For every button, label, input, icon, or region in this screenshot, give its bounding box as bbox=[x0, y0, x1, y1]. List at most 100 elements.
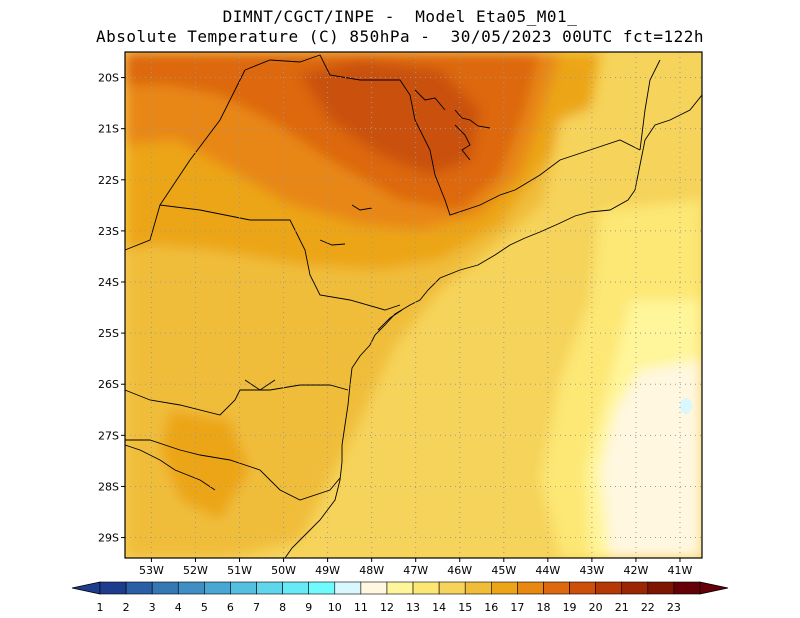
colorbar-label: 20 bbox=[589, 601, 603, 614]
lon-tick-label: 52W bbox=[183, 564, 208, 577]
colorbar-label: 4 bbox=[175, 601, 182, 614]
border-mg-sp bbox=[244, 54, 516, 216]
colorbar-swatch bbox=[464, 581, 492, 595]
lon-tick-label: 46W bbox=[447, 564, 472, 577]
lon-tick-label: 49W bbox=[315, 564, 340, 577]
colorbar-swatch bbox=[569, 581, 596, 595]
colorbar-label: 22 bbox=[641, 601, 655, 614]
temperature-field bbox=[125, 52, 702, 558]
reservoir-3 bbox=[414, 89, 446, 111]
colorbar-arrow-left bbox=[71, 581, 101, 595]
colorbar-label: 2 bbox=[123, 601, 130, 614]
colorbar-swatch bbox=[517, 581, 544, 595]
colorbar-swatch bbox=[125, 581, 153, 595]
coastline bbox=[284, 94, 702, 558]
reservoir-5 bbox=[319, 239, 346, 246]
border-sp-pr bbox=[125, 204, 401, 311]
lat-tick-label: 23S bbox=[98, 225, 119, 238]
colorbar-label: 7 bbox=[253, 601, 260, 614]
colorbar-label: 12 bbox=[380, 601, 394, 614]
lat-tick-label: 24S bbox=[98, 276, 119, 289]
field-20-core bbox=[300, 60, 480, 175]
colorbar-swatch bbox=[177, 581, 205, 595]
colorbar-label: 8 bbox=[279, 601, 286, 614]
border-pr-west bbox=[244, 379, 276, 391]
reservoir-2 bbox=[454, 124, 471, 161]
colorbar-label: 16 bbox=[484, 601, 498, 614]
colorbar-swatch bbox=[543, 581, 570, 595]
lat-tick-label: 29S bbox=[98, 532, 119, 545]
lon-tick-label: 41W bbox=[668, 564, 693, 577]
lon-tick-label: 53W bbox=[139, 564, 164, 577]
axis-ticks: 53W 52W 51W 50W 49W 48W 47W 46W 45W 44W 43W 42W 41W 2… bbox=[98, 72, 693, 577]
colorbar-label: 21 bbox=[615, 601, 629, 614]
field-11-spot bbox=[680, 398, 692, 414]
field-12-southeast bbox=[600, 360, 702, 558]
colorbar-swatch bbox=[99, 581, 127, 595]
map-title-line-2: Absolute Temperature (C) 850hPa - 30/05/… bbox=[96, 27, 704, 46]
lat-tick-label: 25S bbox=[98, 327, 119, 340]
colorbar-swatch bbox=[595, 581, 623, 595]
lon-tick-label: 42W bbox=[623, 564, 648, 577]
colorbar-swatch bbox=[308, 581, 336, 595]
lon-tick-label: 47W bbox=[403, 564, 428, 577]
colorbar-label: 11 bbox=[354, 601, 368, 614]
colorbar-label: 6 bbox=[227, 601, 234, 614]
lat-tick-label: 21S bbox=[98, 123, 119, 136]
paranagua-bay bbox=[377, 309, 403, 331]
colorbar-label: 3 bbox=[149, 601, 156, 614]
lon-tick-label: 45W bbox=[491, 564, 516, 577]
political-boundaries bbox=[125, 54, 702, 558]
lat-tick-label: 26S bbox=[98, 378, 119, 391]
colorbar-label: 13 bbox=[406, 601, 420, 614]
border-ms-sp bbox=[159, 69, 246, 206]
colorbar-label: 5 bbox=[201, 601, 208, 614]
colorbar-swatch bbox=[282, 581, 309, 595]
border-sc-rs bbox=[125, 439, 341, 501]
colorbar-arrow-right bbox=[699, 581, 729, 595]
colorbar-swatch bbox=[360, 581, 388, 595]
colorbar-swatch bbox=[204, 581, 231, 595]
lat-tick-label: 28S bbox=[98, 480, 119, 493]
colorbar-label: 17 bbox=[510, 601, 524, 614]
lat-tick-label: 27S bbox=[98, 429, 119, 442]
colorbar-swatch bbox=[438, 581, 466, 595]
colorbar-label: 10 bbox=[328, 601, 342, 614]
colorbar-swatch bbox=[491, 581, 518, 595]
lon-tick-label: 43W bbox=[579, 564, 604, 577]
reservoir-4 bbox=[351, 204, 373, 211]
reservoir-1 bbox=[454, 109, 491, 129]
colorbar-swatch bbox=[230, 581, 257, 595]
colorbar-swatch bbox=[334, 581, 362, 595]
colorbar-swatch bbox=[673, 581, 701, 595]
colorbar-label: 18 bbox=[536, 601, 550, 614]
lon-tick-label: 50W bbox=[271, 564, 296, 577]
colorbar-swatch bbox=[151, 581, 179, 595]
border-pr-sc bbox=[125, 384, 349, 416]
border-rs-south bbox=[125, 444, 216, 491]
colorbar: 1 2 3 4 5 6 7 8 9 10 11 12 13 14 15 16 17 18 19 20 21 22 23 bbox=[71, 581, 729, 614]
colorbar-label: 1 bbox=[97, 601, 104, 614]
lon-tick-label: 51W bbox=[227, 564, 252, 577]
lat-tick-label: 22S bbox=[98, 174, 119, 187]
map-title-line-1: DIMNT/CGCT/INPE - Model Eta05_M01_ bbox=[222, 7, 578, 26]
border-mg-rj bbox=[514, 139, 641, 191]
colorbar-swatch bbox=[256, 581, 283, 595]
colorbar-label: 23 bbox=[667, 601, 681, 614]
colorbar-label: 9 bbox=[305, 601, 312, 614]
map-frame bbox=[124, 51, 703, 559]
colorbar-swatch bbox=[412, 581, 440, 595]
graticule bbox=[125, 52, 702, 558]
lat-tick-label: 20S bbox=[98, 72, 119, 85]
lon-tick-label: 48W bbox=[359, 564, 384, 577]
lon-tick-label: 44W bbox=[535, 564, 560, 577]
colorbar-swatch bbox=[386, 581, 414, 595]
field-17-south bbox=[160, 410, 250, 520]
colorbar-label: 19 bbox=[563, 601, 577, 614]
border-es-mg bbox=[639, 59, 661, 151]
colorbar-swatch bbox=[647, 581, 675, 595]
colorbar-label: 15 bbox=[458, 601, 472, 614]
colorbar-label: 14 bbox=[432, 601, 446, 614]
colorbar-swatch bbox=[621, 581, 649, 595]
